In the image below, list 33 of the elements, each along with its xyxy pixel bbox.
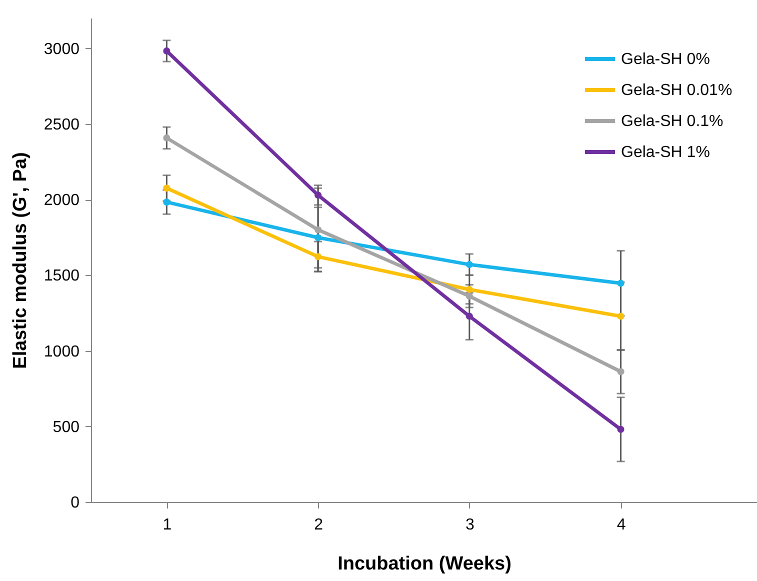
legend-label: Gela-SH 0.1% — [621, 113, 724, 130]
y-tick-label: 2500 — [44, 116, 80, 134]
x-axis-title: Incubation (Weeks) — [338, 554, 512, 574]
x-tick-label: 3 — [465, 516, 474, 534]
point — [466, 286, 473, 294]
point — [163, 198, 170, 206]
point — [163, 47, 170, 54]
y-tick-label: 500 — [52, 418, 80, 436]
x-tick-label: 4 — [616, 516, 626, 534]
x-tick-label: 1 — [162, 516, 172, 534]
x-tick-label: 2 — [314, 516, 324, 534]
point — [314, 192, 322, 199]
point — [163, 184, 170, 192]
point — [466, 312, 473, 320]
y-tick-label: 3000 — [44, 40, 80, 58]
point — [314, 253, 322, 260]
y-axis-title: Elastic modulus (G', Pa) — [10, 152, 31, 369]
legend-label: Gela-SH 1% — [621, 144, 710, 161]
y-tick-label: 2000 — [44, 192, 80, 209]
legend-label: Gela-SH 0.01% — [621, 82, 732, 99]
point — [466, 292, 473, 300]
point — [314, 226, 322, 234]
point — [617, 368, 624, 376]
y-tick-label: 1000 — [44, 343, 80, 360]
point — [163, 134, 170, 142]
legend-label: Gela-SH 0% — [621, 51, 710, 68]
y-tick-label: 1500 — [44, 268, 80, 285]
y-tick-label: 0 — [70, 494, 80, 512]
point — [617, 426, 624, 433]
point — [314, 234, 322, 242]
point — [617, 312, 624, 320]
point — [617, 280, 624, 287]
point — [466, 261, 473, 268]
